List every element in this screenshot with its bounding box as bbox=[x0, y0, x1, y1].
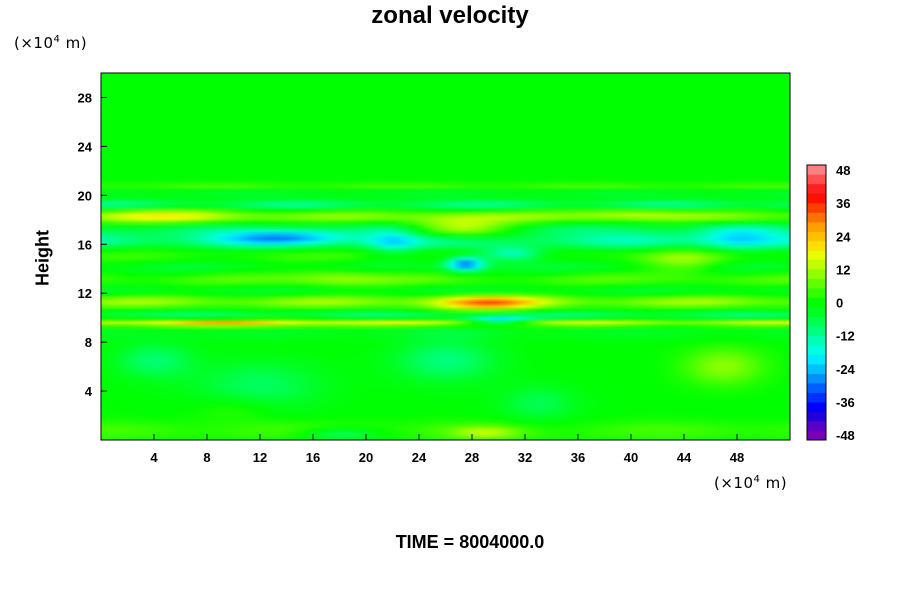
y-tick-label: 12 bbox=[78, 286, 92, 301]
x-tick-label: 24 bbox=[412, 450, 427, 465]
colorbar-tick-label: -36 bbox=[836, 395, 855, 410]
colorbar-segment bbox=[807, 212, 826, 223]
x-tick-label: 8 bbox=[203, 450, 210, 465]
x-tick-label: 16 bbox=[306, 450, 320, 465]
x-tick-label: 36 bbox=[571, 450, 585, 465]
y-axis-unit: (×104 m) bbox=[14, 34, 87, 52]
colorbar-segment bbox=[807, 202, 826, 213]
colorbar-segment bbox=[807, 259, 826, 270]
y-unit-tail: m) bbox=[60, 34, 88, 52]
x-unit-base: (×10 bbox=[714, 474, 754, 492]
colorbar-segment bbox=[807, 278, 826, 289]
colorbar-tick-label: -12 bbox=[836, 329, 855, 344]
colorbar-segment bbox=[807, 364, 826, 374]
colorbar-tick-label: 24 bbox=[836, 229, 851, 244]
x-tick-label: 48 bbox=[730, 450, 744, 465]
colorbar-tick-label: 12 bbox=[836, 262, 850, 277]
y-tick-label: 4 bbox=[85, 384, 93, 399]
colorbar-frame bbox=[806, 164, 827, 441]
colorbar-segment bbox=[807, 421, 826, 431]
y-unit-base: (×10 bbox=[14, 34, 54, 52]
y-tick-label: 28 bbox=[78, 90, 92, 105]
y-tick-label: 16 bbox=[78, 237, 92, 252]
y-unit-exponent: 4 bbox=[53, 34, 61, 45]
colorbar-segment bbox=[807, 297, 826, 308]
colorbar-segment bbox=[807, 354, 826, 365]
colorbar-segment bbox=[807, 345, 826, 355]
colorbar-segment bbox=[807, 411, 826, 422]
colorbar-segment bbox=[807, 402, 826, 412]
colorbar-segment bbox=[807, 221, 826, 232]
colorbar-segment bbox=[807, 430, 826, 441]
x-tick-label: 32 bbox=[518, 450, 532, 465]
colorbar-segment bbox=[807, 193, 826, 204]
x-tick-label: 44 bbox=[677, 450, 692, 465]
x-tick-label: 40 bbox=[624, 450, 638, 465]
colorbar-tick-label: -48 bbox=[836, 428, 855, 443]
x-unit-exponent: 4 bbox=[753, 474, 761, 485]
colorbar-segment bbox=[807, 165, 826, 175]
colorbar-segment bbox=[807, 174, 826, 185]
time-footer: TIME = 8004000.0 bbox=[395, 532, 545, 552]
colorbar-segment bbox=[807, 335, 826, 346]
x-tick-label: 12 bbox=[253, 450, 267, 465]
colorbar-tick-label: 36 bbox=[836, 196, 850, 211]
colorbar-segment bbox=[807, 231, 826, 242]
y-tick-label: 20 bbox=[78, 188, 92, 203]
chart-title: zonal velocity bbox=[371, 2, 529, 29]
colorbar-segment bbox=[807, 316, 826, 327]
colorbar-segment bbox=[807, 307, 826, 318]
colorbar-segment bbox=[807, 392, 826, 403]
x-tick-label: 28 bbox=[465, 450, 479, 465]
colorbar-segment bbox=[807, 269, 826, 280]
colorbar-segment bbox=[807, 326, 826, 336]
x-axis-unit: (×104 m) bbox=[714, 474, 787, 492]
x-tick-label: 4 bbox=[150, 450, 158, 465]
colorbar-tick-label: 48 bbox=[836, 163, 850, 178]
colorbar-tick-label: -24 bbox=[836, 362, 856, 377]
colorbar-segment bbox=[807, 250, 826, 261]
velocity-field bbox=[101, 73, 790, 440]
y-tick-label: 24 bbox=[78, 139, 93, 154]
colorbar-segment bbox=[807, 373, 826, 384]
x-tick-label: 20 bbox=[359, 450, 373, 465]
plot-frame bbox=[100, 72, 791, 441]
colorbar-segment bbox=[807, 240, 826, 251]
colorbar-segment bbox=[807, 288, 826, 299]
x-unit-tail: m) bbox=[760, 474, 788, 492]
colorbar-segment bbox=[807, 183, 826, 194]
colorbar-segment bbox=[807, 383, 826, 393]
colorbar-tick-label: 0 bbox=[836, 296, 843, 311]
y-tick-label: 8 bbox=[85, 335, 92, 350]
